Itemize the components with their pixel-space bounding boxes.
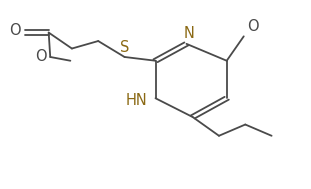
Text: O: O [35, 50, 47, 64]
Text: O: O [247, 19, 258, 34]
Text: HN: HN [126, 93, 148, 108]
Text: S: S [120, 40, 129, 55]
Text: N: N [184, 26, 195, 41]
Text: O: O [9, 23, 21, 38]
